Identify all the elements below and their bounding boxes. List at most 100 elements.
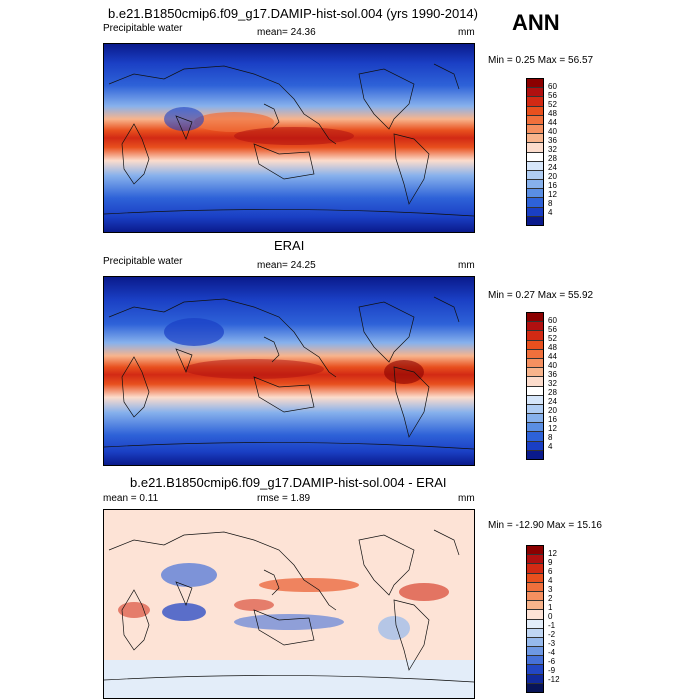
colorbar-swatch [527, 619, 543, 629]
colorbar-swatch [527, 404, 543, 415]
colorbar-swatch [527, 610, 543, 620]
colorbar-swatch [527, 115, 543, 125]
coastlines [104, 296, 474, 450]
colorbar-tick: -4 [548, 648, 556, 657]
colorbar-obs [526, 312, 544, 460]
colorbar-tick: -6 [548, 657, 556, 666]
map-diff [103, 509, 475, 699]
colorbar-swatch [527, 432, 543, 442]
units-label: mm [458, 260, 475, 271]
colorbar-swatch [527, 665, 543, 675]
colorbar-swatch [527, 423, 543, 433]
colorbar-tick: 4 [548, 208, 553, 217]
colorbar-swatch [527, 647, 543, 657]
colorbar-tick: 48 [548, 109, 557, 118]
colorbar-tick: 28 [548, 388, 557, 397]
colorbar-tick: 60 [548, 316, 557, 325]
mean-label: mean= 24.25 [257, 260, 316, 271]
colorbar-swatch [527, 555, 543, 565]
colorbar-tick: 12 [548, 549, 557, 558]
map-field-obs [104, 277, 474, 465]
coastlines [104, 529, 474, 683]
mean-label: mean= 24.36 [257, 27, 316, 38]
colorbar-swatch [527, 683, 543, 692]
colorbar-swatch [527, 628, 543, 638]
colorbar-swatch [527, 656, 543, 666]
colorbar-swatch [527, 134, 543, 144]
colorbar-swatch [527, 573, 543, 583]
colorbar-tick: 12 [548, 190, 557, 199]
colorbar-swatch [527, 591, 543, 602]
colorbar-swatch [527, 450, 543, 459]
map-model [103, 43, 475, 233]
colorbar-swatch [527, 161, 543, 171]
panel-title: b.e21.B1850cmip6.f09_g17.DAMIP-hist-sol.… [108, 6, 478, 21]
colorbar-tick: 40 [548, 361, 557, 370]
colorbar-model [526, 78, 544, 226]
colorbar-swatch [527, 601, 543, 611]
units-label: mm [458, 493, 475, 504]
colorbar-tick: 32 [548, 379, 557, 388]
colorbar-tick: 9 [548, 558, 553, 567]
colorbar-tick: 52 [548, 334, 557, 343]
colorbar-tick: 3 [548, 585, 553, 594]
colorbar-tick: 4 [548, 576, 553, 585]
colorbar-tick: -12 [548, 675, 560, 684]
colorbar-tick: -2 [548, 630, 556, 639]
minmax-label: Min = 0.25 Max = 56.57 [488, 55, 594, 66]
colorbar-swatch [527, 441, 543, 451]
colorbar-tick: 36 [548, 136, 557, 145]
colorbar-swatch [527, 582, 543, 592]
colorbar-tick: 24 [548, 163, 557, 172]
colorbar-swatch [527, 216, 543, 225]
colorbar-tick: 56 [548, 91, 557, 100]
colorbar-tick: -3 [548, 639, 556, 648]
colorbar-tick: 20 [548, 406, 557, 415]
colorbar-swatch [527, 313, 543, 323]
colorbar-swatch [527, 152, 543, 162]
colorbar-tick: -9 [548, 666, 556, 675]
map-field-diff [104, 510, 474, 698]
colorbar-tick: 36 [548, 370, 557, 379]
colorbar-diff [526, 545, 544, 693]
colorbar-swatch [527, 674, 543, 684]
colorbar-tick: 16 [548, 181, 557, 190]
colorbar-tick: 1 [548, 603, 553, 612]
colorbar-swatch [527, 97, 543, 107]
panel-title: b.e21.B1850cmip6.f09_g17.DAMIP-hist-sol.… [130, 475, 447, 490]
colorbar-swatch [527, 358, 543, 369]
colorbar-tick: 40 [548, 127, 557, 136]
colorbar-swatch [527, 546, 543, 556]
colorbar-swatch [527, 322, 543, 332]
colorbar-swatch [527, 395, 543, 405]
colorbar-tick: 16 [548, 415, 557, 424]
colorbar-swatch [527, 331, 543, 341]
colorbar-swatch [527, 180, 543, 190]
mean-label: mean = 0.11 [103, 493, 159, 504]
colorbar-swatch [527, 124, 543, 135]
colorbar-tick: 8 [548, 433, 553, 442]
colorbar-tick: 44 [548, 118, 557, 127]
variable-label: Precipitable water [103, 256, 183, 267]
colorbar-swatch [527, 340, 543, 350]
units-label: mm [458, 27, 475, 38]
colorbar-swatch [527, 368, 543, 378]
colorbar-tick: 6 [548, 567, 553, 576]
colorbar-tick: 20 [548, 172, 557, 181]
colorbar-tick: 0 [548, 612, 553, 621]
variable-label: Precipitable water [103, 23, 183, 34]
panel-title: ERAI [274, 238, 305, 253]
colorbar-tick: 24 [548, 397, 557, 406]
colorbar-swatch [527, 349, 543, 359]
colorbar-swatch [527, 414, 543, 424]
colorbar-swatch [527, 88, 543, 98]
minmax-label: Min = -12.90 Max = 15.16 [488, 520, 602, 531]
coastlines [104, 63, 474, 217]
colorbar-tick: 28 [548, 154, 557, 163]
colorbar-tick: 8 [548, 199, 553, 208]
colorbar-swatch [527, 79, 543, 89]
colorbar-swatch [527, 198, 543, 208]
colorbar-swatch [527, 189, 543, 199]
colorbar-tick: 44 [548, 352, 557, 361]
minmax-label: Min = 0.27 Max = 55.92 [488, 290, 594, 301]
